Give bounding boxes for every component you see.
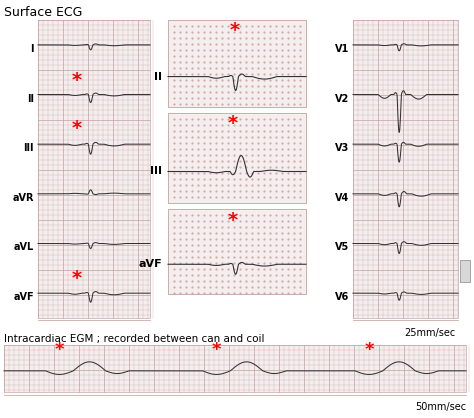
Text: aVF: aVF: [13, 292, 34, 302]
Text: V2: V2: [335, 94, 349, 104]
Text: II: II: [27, 94, 34, 104]
Text: I: I: [30, 44, 34, 54]
Text: V4: V4: [335, 193, 349, 203]
Text: *: *: [212, 341, 221, 359]
Text: V6: V6: [335, 292, 349, 302]
Text: *: *: [364, 341, 374, 359]
Text: *: *: [55, 341, 64, 359]
Text: V5: V5: [335, 242, 349, 252]
Text: 50mm/sec: 50mm/sec: [415, 402, 466, 412]
Text: aVF: aVF: [138, 259, 162, 269]
Bar: [168, 209, 306, 294]
Bar: [353, 20, 458, 318]
Text: III: III: [24, 143, 34, 153]
Text: V1: V1: [335, 44, 349, 54]
Text: V3: V3: [335, 143, 349, 153]
Text: Surface ECG: Surface ECG: [4, 5, 82, 18]
Text: II: II: [154, 71, 162, 82]
Bar: [38, 20, 150, 318]
Text: III: III: [150, 166, 162, 176]
Bar: [168, 20, 306, 107]
Text: Intracardiac EGM ; recorded between can and coil: Intracardiac EGM ; recorded between can …: [4, 334, 264, 344]
Bar: [168, 113, 306, 203]
Bar: [168, 113, 306, 203]
Text: aVR: aVR: [12, 193, 34, 203]
Text: aVL: aVL: [14, 242, 34, 252]
Text: *: *: [72, 269, 82, 288]
Text: *: *: [228, 211, 238, 229]
Text: *: *: [72, 119, 82, 138]
Text: 25mm/sec: 25mm/sec: [405, 328, 456, 338]
Bar: [460, 260, 470, 282]
Bar: [4, 345, 466, 392]
Text: *: *: [72, 71, 82, 90]
Text: *: *: [228, 114, 238, 133]
Text: *: *: [229, 21, 239, 40]
Bar: [168, 20, 306, 107]
Bar: [168, 209, 306, 294]
